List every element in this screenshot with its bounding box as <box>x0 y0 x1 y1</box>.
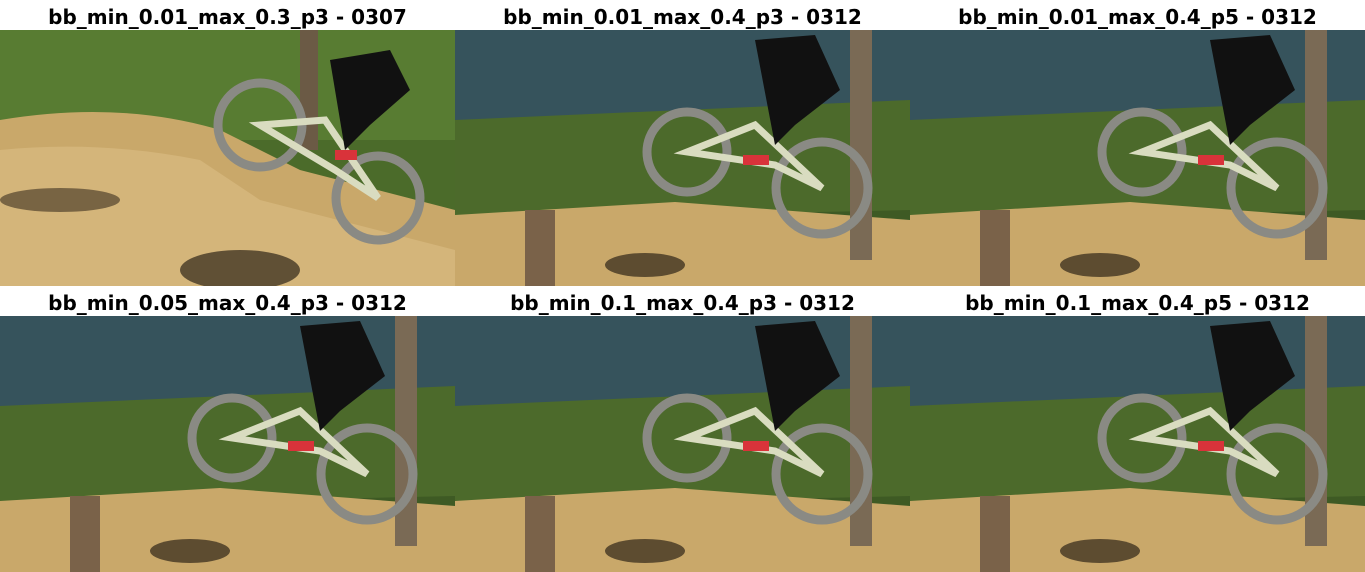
mtb-photo-jump <box>910 316 1365 572</box>
panel-4: bb_min_0.05_max_0.4_p3 - 0312 <box>0 286 455 572</box>
panel-3: bb_min_0.01_max_0.4_p5 - 0312 <box>910 0 1365 286</box>
mtb-photo-jump <box>455 30 910 286</box>
panel-5: bb_min_0.1_max_0.4_p3 - 0312 <box>455 286 910 572</box>
panel-title: bb_min_0.1_max_0.4_p5 - 0312 <box>965 291 1310 315</box>
panel-title: bb_min_0.01_max_0.3_p3 - 0307 <box>48 5 407 29</box>
panel-title: bb_min_0.05_max_0.4_p3 - 0312 <box>48 291 407 315</box>
panel-title: bb_min_0.1_max_0.4_p3 - 0312 <box>510 291 855 315</box>
mtb-photo-jump <box>455 316 910 572</box>
panel-6: bb_min_0.1_max_0.4_p5 - 0312 <box>910 286 1365 572</box>
panel-2: bb_min_0.01_max_0.4_p3 - 0312 <box>455 0 910 286</box>
mtb-photo-drop <box>0 30 455 286</box>
panel-title: bb_min_0.01_max_0.4_p5 - 0312 <box>958 5 1317 29</box>
mtb-photo-jump <box>0 316 455 572</box>
panel-1: bb_min_0.01_max_0.3_p3 - 0307 <box>0 0 455 286</box>
mtb-photo-jump <box>910 30 1365 286</box>
panel-title: bb_min_0.01_max_0.4_p3 - 0312 <box>503 5 862 29</box>
